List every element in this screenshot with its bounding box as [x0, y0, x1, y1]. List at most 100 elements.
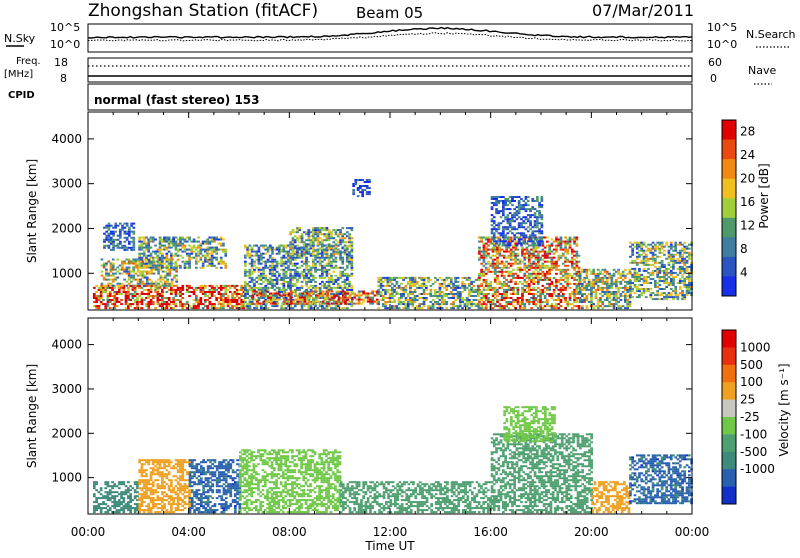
heatmap-cell [218, 249, 221, 251]
heatmap-cell [264, 307, 267, 309]
heatmap-cell [330, 247, 333, 249]
heatmap-cell [483, 289, 486, 291]
heatmap-cell [407, 305, 410, 307]
heatmap-cell [608, 273, 611, 275]
heatmap-cell [503, 307, 506, 309]
heatmap-cell [152, 237, 155, 239]
heatmap-cell [483, 257, 486, 259]
heatmap-cell [319, 231, 322, 233]
heatmap-cell [314, 277, 317, 279]
heatmap-cell [312, 275, 315, 277]
heatmap-cell [531, 244, 534, 246]
heatmap-cell [319, 283, 322, 285]
heatmap-cell [517, 287, 520, 289]
heatmap-cell [518, 202, 521, 204]
heatmap-cell [236, 293, 239, 295]
heatmap-cell [544, 275, 547, 277]
heatmap-cell [246, 305, 249, 307]
heatmap-cell [337, 285, 340, 287]
heatmap-cell [629, 286, 632, 288]
heatmap-cell [502, 196, 505, 198]
heatmap-cell [599, 289, 602, 291]
heatmap-cell [114, 225, 117, 227]
heatmap-cell [274, 259, 277, 261]
heatmap-cell [108, 239, 111, 241]
heatmap-cell [581, 305, 584, 307]
heatmap-cell [601, 291, 604, 293]
heatmap-cell [285, 277, 288, 279]
heatmap-cell [683, 264, 686, 266]
heatmap-cell [489, 285, 492, 287]
heatmap-cell [301, 287, 304, 289]
heatmap-cell [436, 297, 439, 299]
heatmap-cell [526, 301, 529, 303]
heatmap-cell [346, 287, 349, 289]
heatmap-cell [576, 245, 579, 247]
heatmap-cell [126, 263, 129, 265]
heatmap-cell [270, 303, 273, 305]
heatmap-cell [231, 293, 234, 295]
heatmap-cell [197, 287, 200, 289]
heatmap-cell [303, 253, 306, 255]
heatmap-cell [608, 275, 611, 277]
heatmap-cell [573, 301, 576, 303]
heatmap-cell [321, 285, 324, 287]
heatmap-cell [215, 249, 218, 251]
heatmap-cell [551, 269, 554, 271]
heatmap-cell [638, 288, 641, 290]
heatmap-cell [518, 212, 521, 214]
heatmap-cell [493, 238, 496, 240]
heatmap-cell [665, 296, 668, 298]
heatmap-cell [683, 246, 686, 248]
heatmap-cell [652, 258, 655, 260]
heatmap-cell [493, 240, 496, 242]
heatmap-cell [298, 275, 301, 277]
heatmap-cell [246, 283, 249, 285]
heatmap-cell [177, 289, 180, 291]
heatmap-cell [546, 301, 549, 303]
heatmap-cell [197, 303, 200, 305]
heatmap-cell [112, 241, 115, 243]
heatmap-cell [135, 273, 138, 275]
heatmap-cell [278, 275, 281, 277]
heatmap-cell [538, 216, 541, 218]
heatmap-cell [197, 247, 200, 249]
heatmap-cell [548, 295, 551, 297]
heatmap-cell [258, 287, 261, 289]
heatmap-cell [113, 301, 116, 303]
heatmap-cell [344, 295, 347, 297]
heatmap-cell [141, 257, 144, 259]
heatmap-cell [227, 305, 230, 307]
heatmap-cell [579, 273, 582, 275]
heatmap-cell [452, 307, 455, 309]
heatmap-cell [647, 276, 650, 278]
heatmap-cell [626, 283, 629, 285]
heatmap-cell [615, 285, 618, 287]
heatmap-cell [511, 218, 514, 220]
heatmap-cell [186, 253, 189, 255]
heatmap-cell [510, 259, 513, 261]
heatmap-cell [145, 247, 148, 249]
heatmap-cell [387, 283, 390, 285]
heatmap-cell [368, 191, 371, 193]
heatmap-cell [128, 269, 131, 271]
heatmap-cell [573, 267, 576, 269]
heatmap-cell [285, 257, 288, 259]
heatmap-cell [468, 307, 471, 309]
heatmap-cell [674, 246, 677, 248]
heatmap-cell [355, 181, 358, 183]
heatmap-cell [141, 303, 144, 305]
heatmap-cell [296, 239, 299, 241]
heatmap-cell [573, 305, 576, 307]
heatmap-cell [367, 295, 370, 297]
heatmap-cell [292, 307, 295, 309]
heatmap-cell [147, 291, 150, 293]
heatmap-cell [110, 267, 113, 269]
heatmap-cell [317, 227, 320, 229]
heatmap-cell [314, 229, 317, 231]
heatmap-cell [409, 289, 412, 291]
heatmap-cell [283, 257, 286, 259]
heatmap-cell [510, 293, 513, 295]
heatmap-cell [391, 279, 394, 281]
heatmap-cell [197, 253, 200, 255]
